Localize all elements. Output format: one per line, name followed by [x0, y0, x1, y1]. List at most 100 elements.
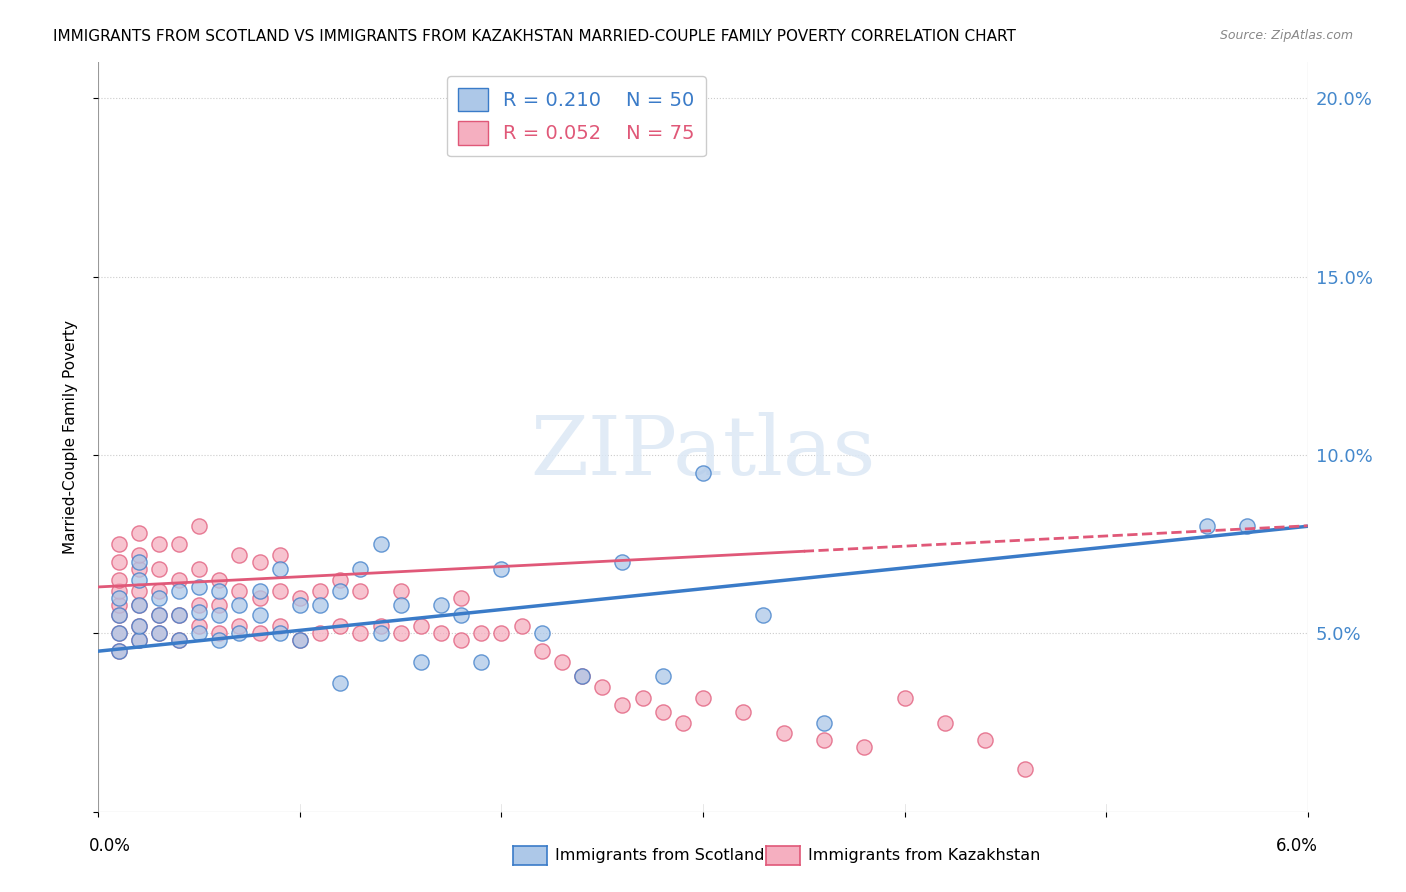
Point [107, 626, 129, 640]
Point [208, 608, 231, 623]
Point [450, 633, 472, 648]
Point [349, 583, 371, 598]
Point [208, 633, 231, 648]
Point [853, 740, 876, 755]
Point [813, 733, 835, 747]
Point [409, 655, 432, 669]
Point [128, 619, 150, 633]
Point [167, 573, 190, 587]
Text: IMMIGRANTS FROM SCOTLAND VS IMMIGRANTS FROM KAZAKHSTAN MARRIED-COUPLE FAMILY POV: IMMIGRANTS FROM SCOTLAND VS IMMIGRANTS F… [53, 29, 1017, 44]
Point [288, 633, 311, 648]
Point [389, 626, 412, 640]
Point [128, 583, 150, 598]
Point [249, 591, 271, 605]
Point [329, 676, 352, 690]
Point [249, 555, 271, 569]
Point [148, 626, 170, 640]
Point [309, 598, 332, 612]
Point [128, 548, 150, 562]
Point [329, 583, 352, 598]
Point [1014, 762, 1036, 776]
Text: 6.0%: 6.0% [1275, 837, 1317, 855]
Point [188, 562, 211, 576]
Point [450, 608, 472, 623]
Point [128, 619, 150, 633]
Point [167, 537, 190, 551]
Point [249, 583, 271, 598]
Point [430, 598, 453, 612]
Point [631, 690, 654, 705]
Point [288, 633, 311, 648]
Point [148, 583, 170, 598]
Point [107, 583, 129, 598]
Point [288, 591, 311, 605]
Point [128, 598, 150, 612]
Point [551, 655, 574, 669]
Point [128, 526, 150, 541]
Point [148, 562, 170, 576]
Point [934, 715, 956, 730]
Point [128, 598, 150, 612]
Point [269, 626, 291, 640]
Point [1195, 519, 1218, 533]
Point [752, 608, 775, 623]
Point [228, 598, 250, 612]
Point [188, 626, 211, 640]
Point [530, 644, 553, 658]
Point [329, 573, 352, 587]
Point [107, 591, 129, 605]
Point [188, 619, 211, 633]
Point [228, 626, 250, 640]
Point [167, 583, 190, 598]
Y-axis label: Married-Couple Family Poverty: Married-Couple Family Poverty [63, 320, 77, 554]
Point [167, 608, 190, 623]
Point [389, 598, 412, 612]
Point [148, 591, 170, 605]
Point [208, 598, 231, 612]
Point [269, 583, 291, 598]
Legend: R = 0.210    N = 50, R = 0.052    N = 75: R = 0.210 N = 50, R = 0.052 N = 75 [447, 76, 706, 156]
Point [128, 633, 150, 648]
Point [188, 605, 211, 619]
Point [612, 555, 634, 569]
Point [148, 537, 170, 551]
Text: 0.0%: 0.0% [89, 837, 131, 855]
Point [107, 537, 129, 551]
Point [208, 583, 231, 598]
Point [329, 619, 352, 633]
Point [389, 583, 412, 598]
Text: Immigrants from Scotland: Immigrants from Scotland [555, 848, 765, 863]
Point [1236, 519, 1258, 533]
Point [249, 608, 271, 623]
Text: Immigrants from Kazakhstan: Immigrants from Kazakhstan [808, 848, 1040, 863]
Point [893, 690, 915, 705]
Point [974, 733, 997, 747]
Point [370, 537, 392, 551]
Point [188, 580, 211, 594]
Point [128, 633, 150, 648]
Point [269, 548, 291, 562]
Point [128, 555, 150, 569]
Point [107, 555, 129, 569]
Point [491, 562, 513, 576]
Point [167, 608, 190, 623]
Point [430, 626, 453, 640]
Point [510, 619, 533, 633]
Point [530, 626, 553, 640]
Point [591, 680, 613, 694]
Point [107, 644, 129, 658]
Point [167, 633, 190, 648]
Point [370, 626, 392, 640]
Text: Source: ZipAtlas.com: Source: ZipAtlas.com [1219, 29, 1353, 42]
Point [772, 726, 794, 740]
Point [228, 548, 250, 562]
Point [107, 644, 129, 658]
Point [288, 598, 311, 612]
Point [571, 669, 593, 683]
Point [188, 519, 211, 533]
Point [188, 598, 211, 612]
Point [370, 619, 392, 633]
Point [470, 626, 492, 640]
Point [208, 626, 231, 640]
Point [107, 608, 129, 623]
